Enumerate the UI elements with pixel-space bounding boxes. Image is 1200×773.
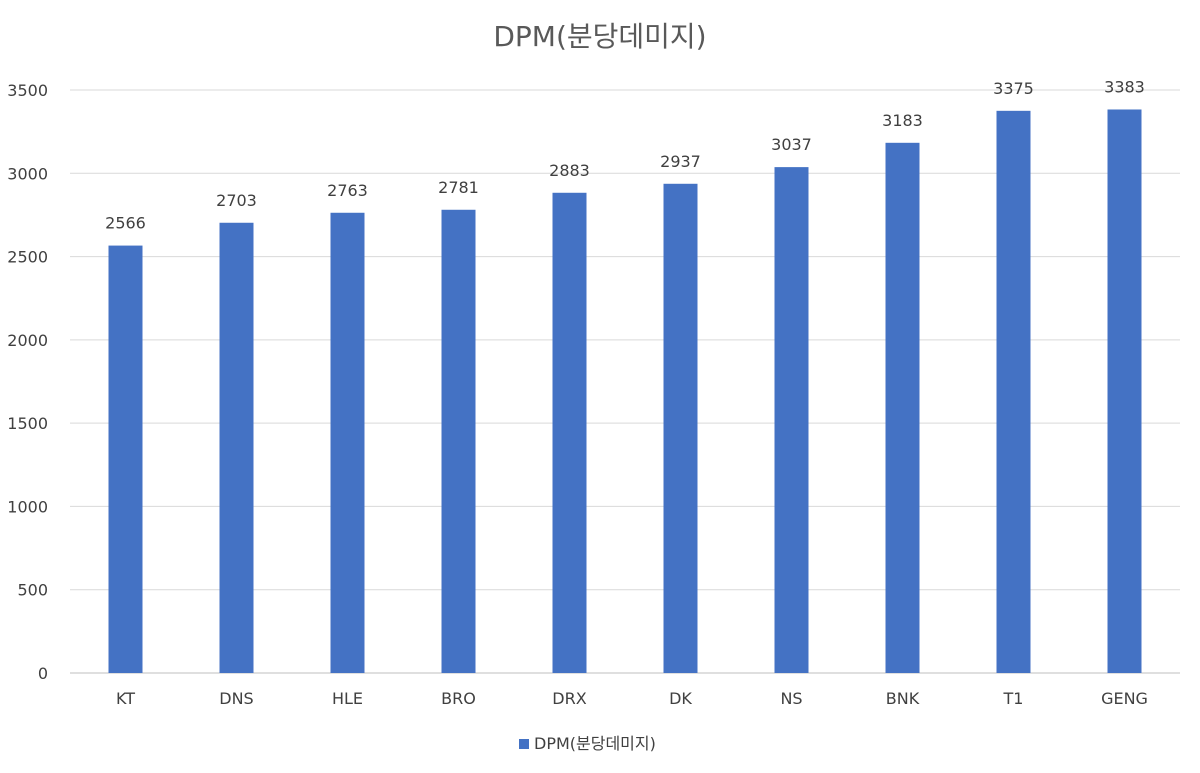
bar: [441, 209, 476, 673]
bar: [1107, 109, 1142, 674]
x-tick-label: GENG: [1101, 689, 1148, 708]
legend: DPM(분당데미지): [519, 734, 656, 753]
x-tick-label: BRO: [441, 689, 476, 708]
x-tick-label: BNK: [886, 689, 920, 708]
x-tick-label: NS: [780, 689, 802, 708]
bars: [108, 109, 1142, 674]
grid-lines: [70, 89, 1180, 674]
legend-swatch: [519, 739, 529, 749]
y-tick-label: 3500: [7, 81, 48, 100]
x-axis-ticks: KT DNS HLE BRO DRX DK NS BNK T1 GENG: [116, 689, 1148, 708]
bar: [108, 245, 143, 674]
bar: [219, 222, 254, 673]
y-axis-ticks: 0 500 1000 1500 2000 2500 3000 3500: [7, 81, 48, 683]
data-label: 3375: [993, 79, 1034, 98]
x-tick-label: HLE: [332, 689, 363, 708]
x-tick-label: DNS: [219, 689, 253, 708]
data-label: 2883: [549, 161, 590, 180]
bar: [663, 183, 698, 673]
y-tick-label: 500: [17, 581, 48, 600]
y-tick-label: 0: [38, 664, 48, 683]
data-label: 2763: [327, 181, 368, 200]
x-tick-label: DRX: [552, 689, 586, 708]
data-label: 3183: [882, 111, 923, 130]
y-tick-label: 1000: [7, 497, 48, 516]
data-label: 2703: [216, 191, 257, 210]
bar: [774, 167, 809, 674]
legend-label: DPM(분당데미지): [534, 734, 656, 753]
data-label: 3383: [1104, 77, 1145, 96]
y-tick-label: 1500: [7, 414, 48, 433]
data-label: 2937: [660, 152, 701, 171]
chart-title: DPM(분당데미지): [493, 20, 706, 53]
x-tick-label: KT: [116, 689, 135, 708]
data-labels: 2566 2703 2763 2781 2883 2937 3037 3183 3375 3383: [105, 77, 1145, 232]
bar: [330, 212, 365, 674]
data-label: 3037: [771, 135, 812, 154]
x-tick-label: DK: [669, 689, 692, 708]
y-tick-label: 2500: [7, 248, 48, 267]
bar: [996, 110, 1031, 674]
data-label: 2566: [105, 214, 146, 233]
y-tick-label: 2000: [7, 331, 48, 350]
y-tick-label: 3000: [7, 164, 48, 183]
x-tick-label: T1: [1003, 689, 1024, 708]
bar: [552, 192, 587, 673]
bar: [885, 142, 920, 673]
data-label: 2781: [438, 178, 479, 197]
